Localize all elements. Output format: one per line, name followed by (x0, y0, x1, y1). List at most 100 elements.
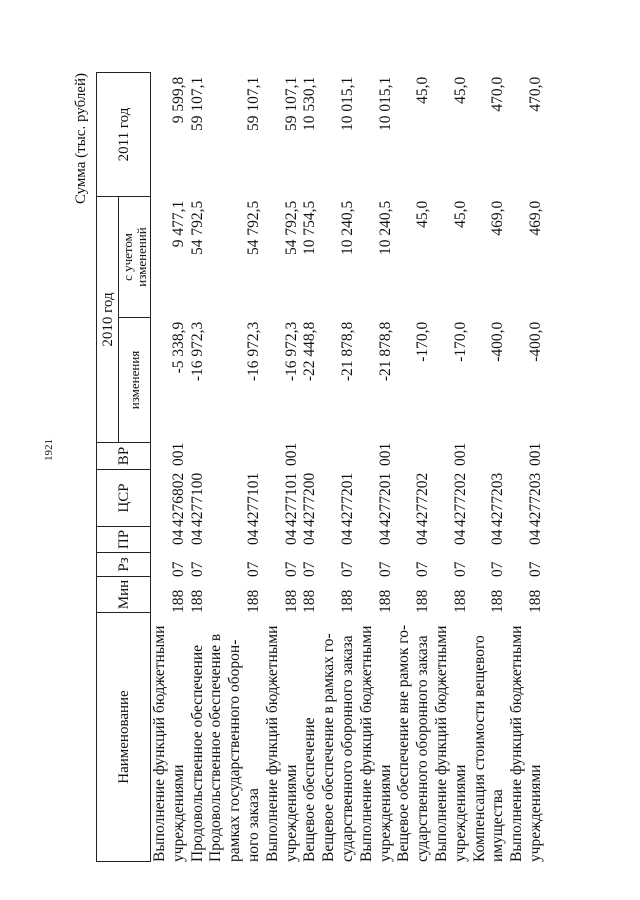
value-2011: 470,0 (526, 76, 544, 112)
row-name-line: учреждениями (451, 764, 469, 862)
row-name-line: Выполнение функций бюджетными (432, 625, 450, 862)
value-2011: 10 530,1 (301, 76, 319, 131)
value-changes: -170,0 (414, 321, 432, 362)
row-name: Выполнение функций бюджетными учреждениям… (264, 613, 302, 862)
row-name: Выполнение функций бюджетными учреждениям… (508, 613, 546, 862)
code-vr (207, 443, 263, 470)
table-row: Выполнение функций бюджетными учреждениям… (433, 73, 471, 862)
code-min: 188 (338, 589, 356, 613)
code-vr (320, 443, 358, 470)
code-pr: 04 (244, 529, 262, 546)
table-header: Наименование Мин Рз ПР ЦСР ВР 2010 год 2… (96, 72, 151, 862)
header-rz: Рз (96, 552, 151, 577)
value-2011: 45,0 (451, 76, 469, 104)
row-name: Продовольственное обеспечение в рамках го… (207, 613, 263, 862)
code-csr: 4276802 (169, 472, 187, 527)
header-vr: ВР (96, 442, 151, 470)
code-rz: 07 (376, 561, 394, 578)
row-name-line: учреждениями (526, 764, 544, 862)
header-csr: ЦСР (96, 469, 151, 527)
value-changes: -21 878,8 (376, 321, 394, 382)
code-pr: 04 (301, 529, 319, 546)
code-vr (471, 443, 509, 470)
code-rz: 07 (414, 561, 432, 578)
value-with-changes: 54 792,5 (282, 200, 300, 255)
code-vr: 001 (376, 442, 394, 466)
code-rz: 07 (301, 561, 319, 578)
value-2011: 470,0 (489, 76, 507, 112)
table-row: Выполнение функций бюджетными учреждениям… (508, 73, 546, 862)
value-changes: -22 448,8 (301, 321, 319, 382)
code-csr: 4277201 (338, 472, 356, 527)
header-pr: ПР (96, 526, 151, 553)
row-name: Выполнение функций бюджетными учреждениям… (358, 613, 396, 862)
code-min: 188 (526, 589, 544, 613)
value-2011: 59 107,1 (282, 76, 300, 131)
code-rz: 07 (169, 561, 187, 578)
value-with-changes: 45,0 (451, 200, 469, 228)
value-changes: -400,0 (489, 321, 507, 362)
code-vr (189, 443, 208, 470)
code-pr: 04 (451, 529, 469, 546)
row-name-line: Выполнение функций бюджетными (263, 625, 281, 862)
value-changes: -16 972,3 (282, 321, 300, 382)
value-2011: 45,0 (414, 76, 432, 104)
code-rz: 07 (282, 561, 300, 578)
code-csr: 4277101 (282, 472, 300, 527)
code-min: 188 (414, 589, 432, 613)
row-name-line: Вещевое обеспечение (301, 717, 319, 862)
value-changes: -16 972,3 (244, 321, 262, 382)
row-name-line: Выполнение функций бюджетными (508, 625, 526, 862)
row-name-line: учреждениями (376, 764, 394, 862)
code-min: 188 (244, 589, 262, 613)
row-name-line: Продовольственное обеспечение в (207, 633, 225, 862)
code-rz: 07 (489, 561, 507, 578)
value-with-changes: 10 240,5 (338, 200, 356, 255)
code-min: 188 (376, 589, 394, 613)
row-name-line: учреждениями (169, 764, 187, 862)
row-name-line: сударственного оборонного заказа (414, 635, 432, 862)
row-name-line: имущества (489, 789, 507, 862)
code-csr: 4277203 (489, 472, 507, 527)
header-min: Мин (96, 576, 151, 613)
code-min: 188 (489, 589, 507, 613)
value-changes: -5 338,9 (169, 321, 187, 374)
row-name: Выполнение функций бюджетными учреждениям… (433, 613, 471, 862)
header-with-changes: с учетом изменений (118, 196, 151, 318)
code-rz: 07 (338, 561, 356, 578)
row-name-line: Выполнение функций бюджетными (357, 625, 375, 862)
row-name-line: рамках государственного оборон- (226, 639, 244, 862)
row-name-line: Продовольственное обеспечение (188, 645, 206, 862)
value-with-changes: 54 792,5 (244, 200, 262, 255)
code-vr: 001 (169, 442, 187, 466)
value-with-changes: 45,0 (414, 200, 432, 228)
code-csr: 4277101 (244, 472, 262, 527)
row-name-line: сударственного оборонного заказа (338, 635, 356, 862)
header-year-2010: 2010 год (96, 196, 119, 443)
table-row: Выполнение функций бюджетными учреждениям… (151, 73, 189, 862)
code-min: 188 (301, 589, 319, 613)
code-vr: 001 (282, 442, 300, 466)
code-csr: 4277203 (526, 472, 544, 527)
value-changes: -21 878,8 (338, 321, 356, 382)
code-rz: 07 (244, 561, 262, 578)
code-rz: 07 (451, 561, 469, 578)
table-row: Вещевое обеспечение вне рамок го-сударст… (395, 73, 433, 862)
table-row: Вещевое обеспечение в рамках го-сударств… (320, 73, 358, 862)
row-name-line: Компенсация стоимости вещевого (470, 635, 488, 862)
code-pr: 04 (489, 529, 507, 546)
page-number: 1921 (43, 439, 55, 461)
row-name-line: Вещевое обеспечение в рамках го- (320, 633, 338, 862)
row-name: Продовольственное обеспечение (189, 613, 208, 862)
row-name-line: Вещевое обеспечение вне рамок го- (395, 624, 413, 862)
table-row: Выполнение функций бюджетными учреждениям… (358, 73, 396, 862)
table-row: Компенсация стоимости вещевого имущества 1… (471, 73, 509, 862)
code-vr: 001 (451, 442, 469, 466)
code-csr: 4277202 (451, 472, 469, 527)
code-pr: 04 (526, 529, 544, 546)
row-name: Вещевое обеспечение вне рамок го-сударст… (395, 613, 433, 862)
code-min: 188 (169, 589, 187, 613)
value-2011: 59 107,1 (244, 76, 262, 131)
code-pr: 04 (188, 529, 206, 546)
